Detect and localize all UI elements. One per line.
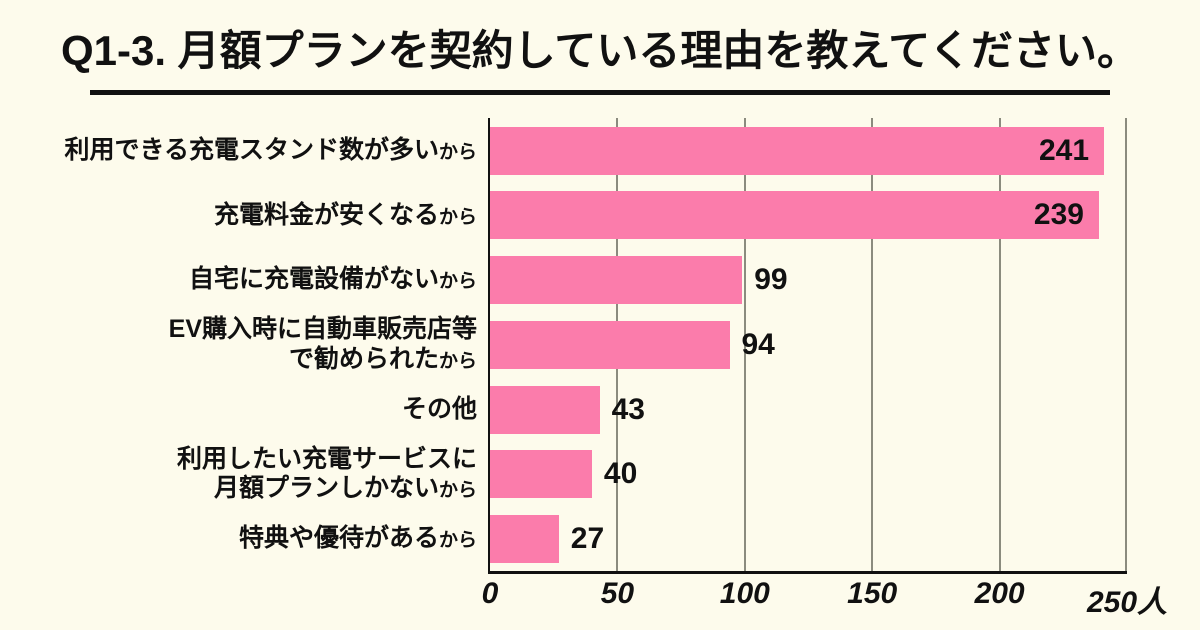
bar-value-3: 94 [741, 327, 775, 361]
bar-3 [490, 320, 730, 369]
category-label-line: 利用したい充電サービスに [176, 444, 477, 473]
category-label-3: EV購入時に自動車販売店等 で勧められたから [28, 313, 488, 378]
category-label-line: で勧められたから [288, 344, 477, 373]
category-label-0: 利用できる充電スタンド数が多いから [28, 118, 488, 183]
header: Q1-3. 月額プランを契約している理由を教えてください。 [0, 0, 1200, 96]
category-label-suffix: から [438, 206, 477, 228]
category-label-6: 特典や優待があるから [28, 507, 488, 572]
category-label-2: 自宅に充電設備がないから [28, 248, 488, 313]
bar-row-5: 40 [490, 442, 1127, 507]
bar-chart: 利用できる充電スタンド数が多いから充電料金が安くなるから自宅に充電設備がないから… [0, 118, 1200, 575]
bar-0: 241 [490, 126, 1105, 175]
category-label-line: 自宅に充電設備がないから [188, 265, 477, 294]
x-tick-0: 0 [481, 577, 499, 611]
gridline-150 [871, 118, 874, 572]
category-label-line: 充電料金が安くなるから [213, 200, 477, 229]
category-label-suffix: から [438, 530, 477, 552]
bar-value-0: 241 [1039, 133, 1090, 167]
x-tick-250: 250人 [1086, 586, 1168, 620]
bar-2 [490, 256, 743, 305]
category-labels-column: 利用できる充電スタンド数が多いから充電料金が安くなるから自宅に充電設備がないから… [28, 118, 488, 574]
category-label-line: 特典や優待があるから [238, 524, 477, 553]
bar-1: 239 [490, 191, 1099, 240]
bar-value-2: 99 [754, 263, 788, 297]
bar-row-4: 43 [490, 377, 1127, 442]
gridline-200 [998, 118, 1001, 572]
category-label-4: その他 [28, 377, 488, 442]
title-underline [90, 90, 1110, 96]
x-tick-200: 200 [974, 577, 1025, 611]
bar-value-5: 40 [603, 457, 638, 491]
bar-5 [490, 450, 592, 499]
bar-row-6: 27 [490, 507, 1127, 572]
category-label-line: その他 [401, 394, 477, 423]
bar-6 [490, 514, 559, 563]
category-label-line: 利用できる充電スタンド数が多いから [64, 135, 477, 164]
category-label-suffix: から [438, 271, 477, 293]
bar-value-1: 239 [1033, 198, 1084, 232]
bar-row-3: 94 [490, 313, 1127, 378]
category-label-suffix: から [438, 480, 477, 502]
bar-value-6: 27 [570, 521, 605, 555]
bar-4 [490, 385, 600, 434]
gridline-100 [743, 118, 746, 572]
x-tick-50: 50 [600, 577, 635, 611]
category-label-line: 月額プランしかないから [213, 474, 477, 503]
category-label-5: 利用したい充電サービスに 月額プランしかないから [28, 442, 488, 507]
page-title: Q1-3. 月額プランを契約している理由を教えてください。 [60, 27, 1140, 74]
category-label-suffix: から [438, 141, 477, 163]
gridline-250 [1125, 118, 1127, 572]
category-label-line: EV購入時に自動車販売店等 [168, 315, 477, 344]
bar-row-2: 99 [490, 248, 1127, 313]
plot-area: 241 239 99 94 43 40 27 [488, 118, 1127, 575]
x-tick-100: 100 [719, 577, 770, 611]
category-label-1: 充電料金が安くなるから [28, 183, 488, 248]
bar-row-0: 241 [490, 118, 1127, 183]
category-label-suffix: から [438, 350, 477, 372]
bar-value-4: 43 [611, 392, 645, 426]
bar-row-1: 239 [490, 183, 1127, 248]
x-tick-150: 150 [847, 577, 898, 611]
x-axis: 0 50 100 150 200 250人 [482, 577, 1167, 619]
